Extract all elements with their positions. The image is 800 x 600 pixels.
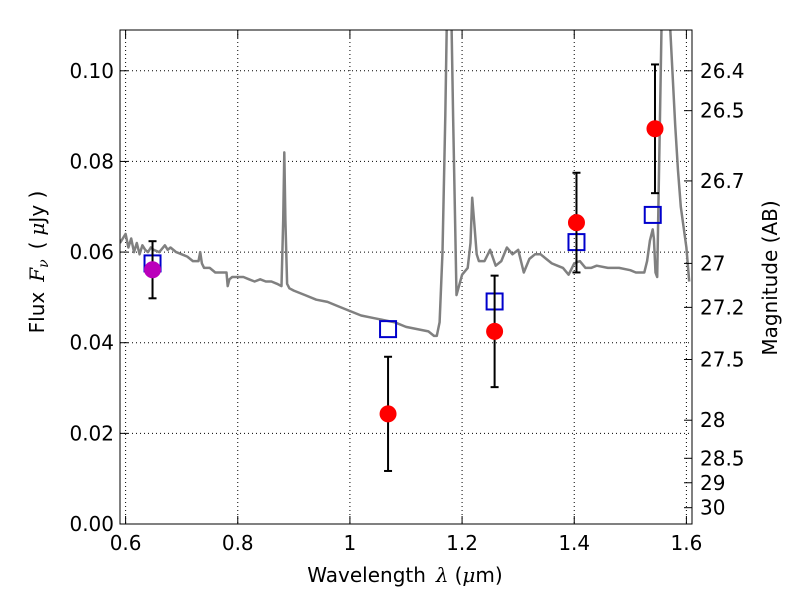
x-tick-label: 1.2: [446, 531, 478, 555]
observed-flux-point: [144, 261, 162, 279]
observed-flux-point: [646, 120, 664, 138]
x-tick-label: 0.8: [222, 531, 254, 555]
x-tick-label: 0.6: [110, 531, 142, 555]
y2-tick-label: 29: [700, 471, 725, 495]
x-tick-label: 1.6: [670, 531, 702, 555]
y2-tick-label: 27.2: [700, 295, 745, 319]
y2-tick-label: 27.5: [700, 347, 745, 371]
axis-ticks: 0.6 0.8 1 1.2 1.4 1.6 0.00 0.02 0.04 0.06 0.08 0.10…: [69, 30, 745, 555]
observed-flux-point: [567, 214, 585, 232]
y-tick-label: 0.00: [69, 512, 114, 536]
observed-flux-point: [379, 405, 397, 423]
y2-axis-title: Magnitude (AB): [758, 200, 782, 355]
model-spectrum-layer: [120, 30, 691, 338]
model-photometry-square: [643, 205, 662, 224]
y2-tick-label: 26.5: [700, 99, 745, 123]
model-photometry-square: [379, 320, 398, 339]
y2-tick-label: 30: [700, 496, 725, 520]
observed-flux-point: [486, 322, 504, 340]
y2-tick-label: 26.7: [700, 169, 745, 193]
y-tick-label: 0.10: [69, 59, 114, 83]
model-spectrum-line: [120, 30, 691, 338]
y2-tick-label: 27: [700, 251, 725, 275]
x-tick-label: 1: [344, 531, 357, 555]
y-tick-label: 0.08: [69, 149, 114, 173]
y2-tick-label: 28: [700, 408, 725, 432]
x-axis-title: Wavelength λ (μm): [307, 563, 502, 587]
y-axis-title: FluxFν(μJy ): [25, 191, 52, 334]
x-tick-label: 1.4: [558, 531, 590, 555]
grid-lines: [120, 30, 692, 525]
y-tick-label: 0.06: [69, 240, 114, 264]
y2-tick-label: 28.5: [700, 446, 745, 470]
data-points-layer: [143, 63, 664, 472]
y2-tick-label: 26.4: [700, 59, 745, 83]
plot-frame: [119, 29, 693, 525]
y-tick-label: 0.02: [69, 421, 114, 445]
y-tick-label: 0.04: [69, 331, 114, 355]
